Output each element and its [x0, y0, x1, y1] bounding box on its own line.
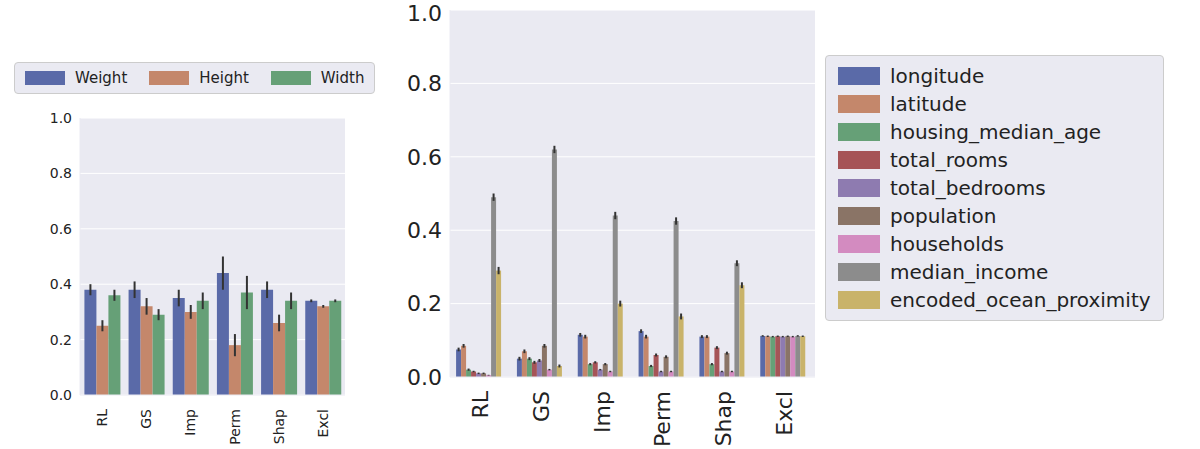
svg-text:Perm: Perm: [650, 391, 675, 447]
html-text:total_bedrooms: total_bedrooms: [890, 176, 1046, 200]
html-text:housing_median_age: housing_median_age: [890, 120, 1102, 144]
svg-text:0.6: 0.6: [407, 145, 442, 170]
html-text:longitude: longitude: [890, 64, 985, 88]
svg-text:0.2: 0.2: [50, 332, 72, 348]
svg-text:Imp: Imp: [590, 391, 615, 433]
svg-text:0.2: 0.2: [407, 291, 442, 316]
svg-text:Excl: Excl: [772, 391, 797, 436]
svg-text:RL: RL: [468, 390, 493, 418]
html-text:encoded_ocean_proximity: encoded_ocean_proximity: [890, 288, 1151, 312]
html-text:median_income: median_income: [890, 260, 1049, 284]
svg-text:0.4: 0.4: [50, 276, 72, 292]
svg-text:0.8: 0.8: [50, 165, 72, 181]
html-text:population: population: [890, 204, 997, 228]
svg-text:Shap: Shap: [711, 391, 736, 446]
html-text:Height: Height: [199, 69, 249, 87]
svg-text:RL: RL: [94, 409, 110, 427]
svg-text:GS: GS: [138, 409, 154, 429]
svg-text:0.6: 0.6: [50, 221, 72, 237]
svg-text:Excl: Excl: [315, 409, 331, 437]
svg-text:1.0: 1.0: [50, 110, 72, 126]
svg-text:Perm: Perm: [227, 409, 243, 445]
svg-text:Shap: Shap: [271, 409, 287, 444]
html-text:Width: Width: [320, 69, 365, 87]
svg-text:0.8: 0.8: [407, 71, 442, 96]
html-text:households: households: [890, 232, 1004, 256]
svg-text:0.0: 0.0: [50, 387, 72, 403]
html-text:latitude: latitude: [890, 92, 967, 116]
html-text:Weight: Weight: [75, 69, 128, 87]
svg-text:GS: GS: [529, 391, 554, 422]
svg-text:Imp: Imp: [182, 409, 198, 436]
svg-text:0.0: 0.0: [407, 365, 442, 390]
svg-text:1.0: 1.0: [407, 1, 442, 26]
svg-text:0.4: 0.4: [407, 218, 442, 243]
html-text:total_rooms: total_rooms: [890, 148, 1008, 172]
